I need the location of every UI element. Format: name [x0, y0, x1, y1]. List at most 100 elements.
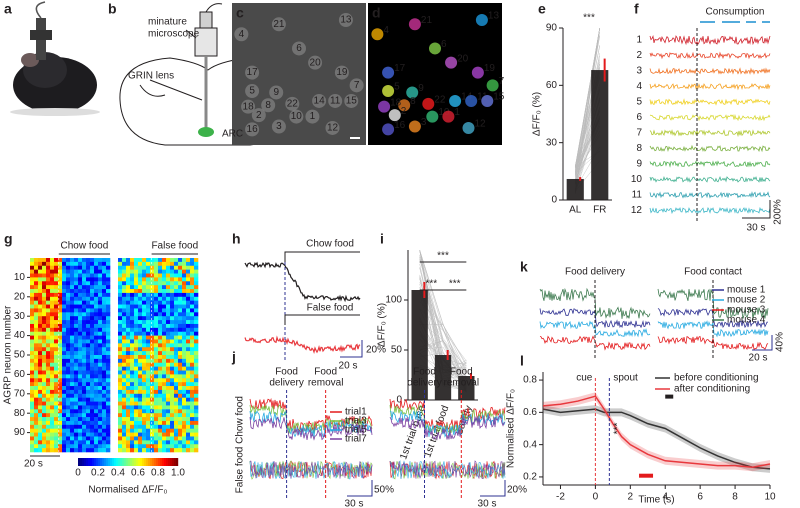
heatmap-cell	[194, 292, 199, 298]
cell-roi	[471, 66, 484, 79]
heatmap-cell	[98, 420, 103, 426]
heatmap-cell	[194, 308, 199, 313]
heatmap-cell	[178, 393, 183, 398]
heatmap-cell	[42, 386, 47, 391]
heatmap-cell	[150, 277, 155, 282]
heatmap-cell	[46, 281, 51, 286]
heatmap-cell	[146, 393, 151, 398]
heatmap-cell	[102, 320, 107, 325]
heatmap-cell	[62, 265, 67, 270]
heatmap-cell	[38, 436, 43, 441]
heatmap-cell	[86, 304, 91, 309]
heatmap-cell	[66, 289, 71, 294]
colorbar-segment	[164, 458, 167, 466]
heatmap-cell	[70, 343, 75, 348]
heatmap-cell	[66, 285, 71, 290]
heatmap-cell	[102, 339, 107, 344]
heatmap-cell	[130, 316, 135, 321]
heatmap-cell	[170, 323, 175, 329]
heatmap-cell	[86, 289, 91, 294]
heatmap-cell	[186, 296, 191, 301]
cell-label: 22	[434, 94, 446, 105]
heatmap-cell	[102, 378, 107, 383]
heatmap-cell	[102, 316, 107, 321]
heatmap-cell	[34, 312, 39, 317]
heatmap-cell	[150, 273, 155, 278]
heatmap-cell	[98, 424, 103, 430]
cell-glow	[334, 65, 349, 80]
heatmap-cell	[74, 258, 79, 263]
heatmap-cell	[34, 448, 39, 453]
heatmap-cell	[102, 382, 107, 387]
heatmap-cell	[46, 296, 51, 301]
heatmap-cell	[122, 424, 127, 430]
heatmap-cell	[86, 393, 91, 398]
heatmap-cell	[46, 258, 51, 263]
heatmap-cell	[62, 448, 67, 453]
heatmap-cell	[130, 331, 135, 336]
heatmap-cell	[86, 258, 91, 263]
heatmap-cell	[74, 428, 79, 433]
heatmap-cell	[130, 300, 135, 305]
heatmap-cell	[90, 296, 95, 301]
heatmap-cell	[38, 261, 43, 267]
heatmap-cell	[86, 273, 91, 278]
heatmap-cell	[162, 351, 167, 356]
heatmap-cell	[122, 308, 127, 313]
heatmap-cell	[154, 304, 159, 309]
heatmap-cell	[142, 378, 147, 383]
heatmap-cell	[98, 362, 103, 367]
heatmap-cell	[194, 432, 199, 437]
heatmap-cell	[98, 304, 103, 309]
cell-label: 15	[346, 96, 358, 107]
heatmap-cell	[82, 432, 87, 437]
heatmap-cell	[154, 296, 159, 301]
heatmap-cell	[38, 312, 43, 317]
heatmap-cell	[166, 409, 171, 414]
heatmap-cell	[106, 444, 111, 449]
heatmap-cell	[66, 401, 71, 406]
heatmap-cell	[138, 258, 143, 263]
heatmap-cell	[78, 386, 83, 391]
heatmap-cell	[86, 401, 91, 406]
heatmap-cell	[50, 339, 55, 344]
heatmap-cell	[86, 440, 91, 445]
heatmap-cell	[90, 281, 95, 286]
heatmap-cell	[38, 362, 43, 367]
heatmap-cell	[106, 358, 111, 364]
heatmap-cell	[194, 339, 199, 344]
heatmap-cell	[190, 389, 195, 395]
heatmap-cell	[190, 281, 195, 286]
cell-label: 20	[310, 57, 322, 68]
heatmap-cell	[166, 277, 171, 282]
heatmap-cell	[178, 289, 183, 294]
heatmap-cell	[102, 261, 107, 267]
colorbar-segment	[108, 458, 111, 466]
heatmap-cell	[70, 448, 75, 453]
heatmap-cell	[50, 335, 55, 340]
heatmap-cell	[194, 327, 199, 333]
heatmap-cell	[130, 335, 135, 340]
heatmap-cell	[182, 420, 187, 426]
heatmap-cell	[30, 312, 35, 317]
heatmap-cell	[182, 370, 187, 375]
heatmap-cell	[58, 413, 63, 418]
heatmap-cell	[126, 378, 131, 383]
heatmap-cell	[130, 269, 135, 274]
heatmap-cell	[70, 312, 75, 317]
heatmap-cell	[170, 417, 175, 422]
colorbar-segment	[170, 458, 173, 466]
heatmap-cell	[118, 300, 123, 305]
heatmap-cell	[46, 420, 51, 426]
cell-roi	[449, 94, 462, 107]
heatmap-cell	[50, 292, 55, 298]
heatmap-cell	[154, 374, 159, 379]
heatmap-cell	[42, 444, 47, 449]
cell-roi	[422, 97, 435, 110]
heatmap-cell	[130, 401, 135, 406]
heatmap-cell	[54, 428, 59, 433]
heatmap-cell	[106, 389, 111, 395]
heatmap-cell	[70, 269, 75, 274]
heatmap-cell	[146, 401, 151, 406]
